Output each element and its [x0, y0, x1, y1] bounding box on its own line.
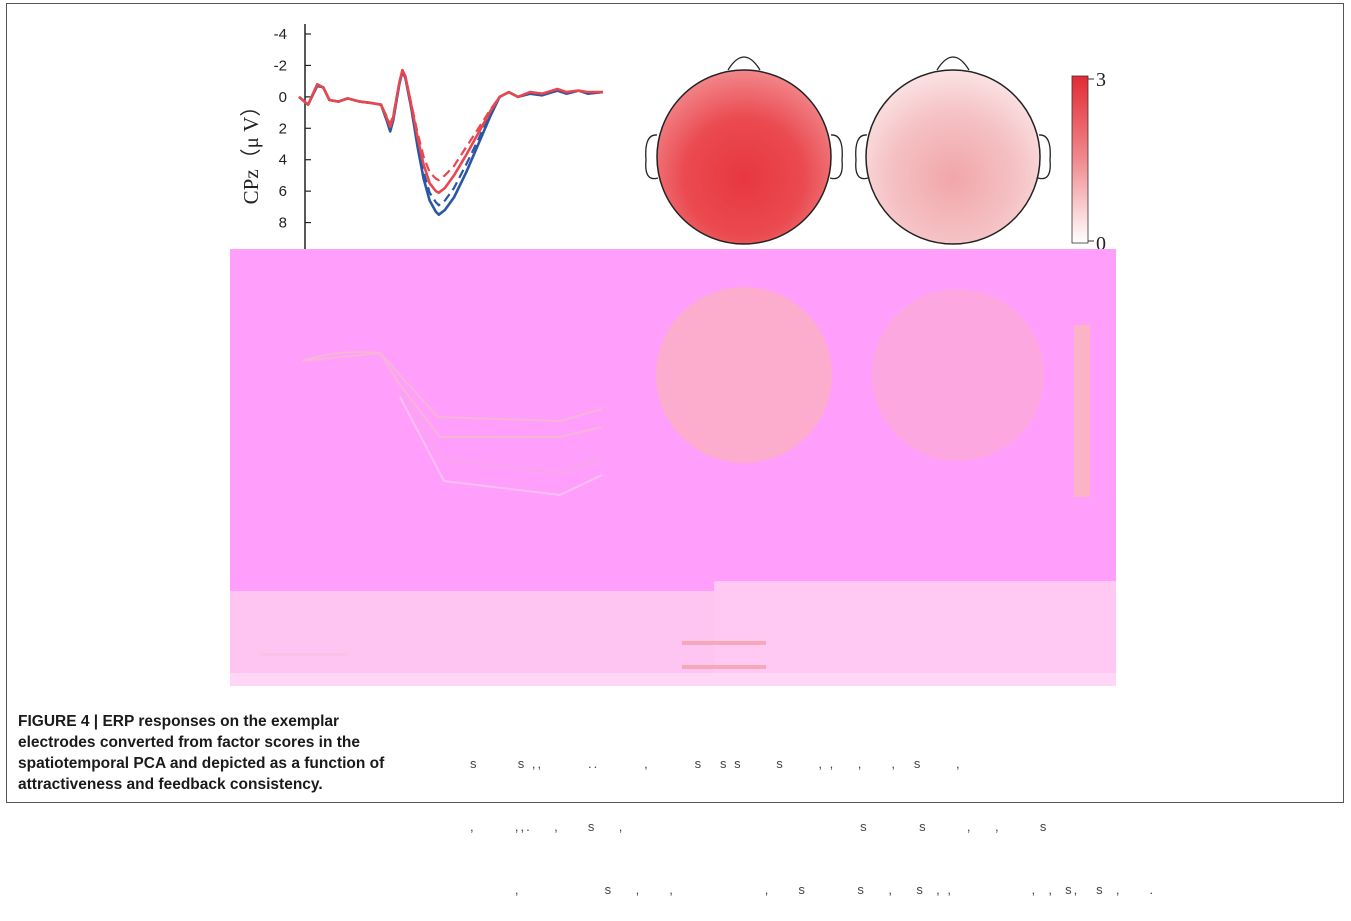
caption-fragment-line-1: s s ,, .. , s s s s , , , , s , [470, 756, 962, 771]
series-group [298, 68, 604, 216]
colorbar: 3 0 [1071, 69, 1106, 255]
topomap-b-head [865, 69, 1041, 245]
topomap-b [855, 56, 1051, 245]
y-tick-label: -4 [274, 26, 287, 43]
y-axis-label: CPz（μ V） [239, 96, 263, 205]
ghost-head-b [872, 289, 1044, 461]
y-tick-label: 6 [279, 183, 287, 200]
colorbar-max-label: 3 [1096, 69, 1106, 91]
ghost-legend-solid [682, 641, 766, 645]
topomap-a-nose [727, 56, 761, 71]
y-ticks: -4-20246810 [270, 26, 311, 263]
caption-continuation: s s ,, .. , s s s s , , , , s , , ,,. , … [470, 711, 1320, 921]
obscured-region [230, 249, 1116, 686]
topomap-b-left-ear [855, 134, 869, 180]
figure-panel-top: -4-20246810 CPz（μ V） 3 0 [239, 24, 1106, 263]
ghost-lower-band-right [714, 581, 1116, 686]
ghost-band-bottom [230, 673, 1116, 686]
ghost-head-a [656, 287, 832, 463]
series-line-4 [298, 69, 603, 182]
figure-caption-label: FIGURE 4 | [18, 713, 103, 730]
topomap-b-right-ear [1037, 134, 1051, 180]
y-tick-label: 2 [279, 120, 287, 137]
colorbar-gradient [1071, 75, 1089, 244]
figure-caption-text: ERP responses on the exemplar electrodes… [18, 713, 385, 793]
erp-chart: -4-20246810 CPz（μ V） [239, 24, 604, 263]
ghost-legend-left [260, 653, 348, 656]
y-tick-label: -2 [274, 57, 287, 74]
y-tick-label: 0 [279, 89, 287, 106]
topomap-a-head [656, 69, 832, 245]
caption-fragment-line-2: , ,,. , s , s s , , s [470, 819, 1049, 834]
topomap-a [645, 56, 843, 245]
topomap-a-left-ear [645, 134, 659, 180]
ghost-legend-dashed [682, 665, 766, 669]
colorbar-min-label: 0 [1096, 233, 1106, 255]
ghost-waveform-2 [301, 351, 603, 438]
ghost-lower-band-left [230, 591, 714, 686]
ghost-waveform-1 [301, 351, 603, 423]
caption-fragment-line-3: , s , , , s s , s , , , , s, s , . [470, 882, 1156, 897]
ghost-waveform-3 [399, 388, 603, 475]
topomap-a-right-ear [829, 134, 843, 180]
series-line-1 [298, 70, 604, 216]
y-tick-label: 8 [279, 215, 287, 232]
ghost-colorbar [1074, 325, 1090, 497]
y-tick-label: 4 [279, 152, 287, 169]
obscured-content [230, 287, 1116, 686]
ghost-waveform-4 [399, 396, 603, 497]
figure-caption: FIGURE 4 | ERP responses on the exemplar… [18, 711, 388, 795]
topomap-b-nose [936, 56, 970, 71]
